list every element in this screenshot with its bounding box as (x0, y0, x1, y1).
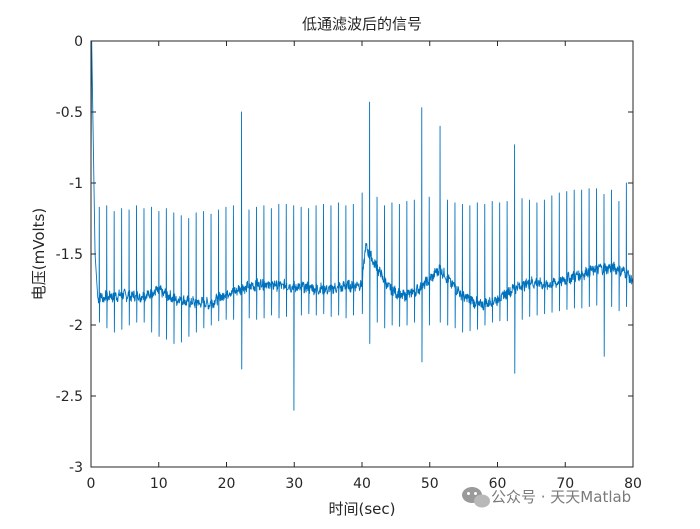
x-axis: 0 10 20 30 40 50 60 70 80 (87, 41, 642, 492)
y-tick-label: -1 (69, 176, 83, 192)
series-line (90, 40, 634, 411)
y-axis: 0 -0.5 -1 -1.5 -2 -2.5 -3 (56, 34, 633, 476)
x-tick-label: 10 (150, 476, 168, 492)
y-tick-label: -2.5 (56, 389, 83, 405)
x-tick-label: 0 (87, 476, 96, 492)
plot-area (90, 40, 634, 411)
y-tick-label: 0 (74, 34, 83, 50)
watermark: 公众号 · 天天Matlab (462, 487, 631, 508)
x-tick-label: 50 (421, 476, 439, 492)
x-tick-label: 60 (489, 476, 507, 492)
y-tick-label: -3 (69, 460, 83, 476)
y-tick-label: -1.5 (56, 247, 83, 263)
chart-title: 低通滤波后的信号 (302, 15, 422, 33)
x-tick-label: 80 (624, 476, 642, 492)
watermark-text: 公众号 · 天天Matlab (491, 488, 631, 506)
x-axis-label: 时间(sec) (329, 500, 396, 518)
x-tick-label: 20 (218, 476, 236, 492)
x-tick-label: 40 (353, 476, 371, 492)
y-tick-label: -2 (69, 318, 83, 334)
x-tick-label: 70 (556, 476, 574, 492)
y-tick-label: -0.5 (56, 105, 83, 121)
wechat-icon (462, 487, 490, 508)
y-axis-label: 电压(mVolts) (30, 208, 48, 300)
x-tick-label: 30 (285, 476, 303, 492)
